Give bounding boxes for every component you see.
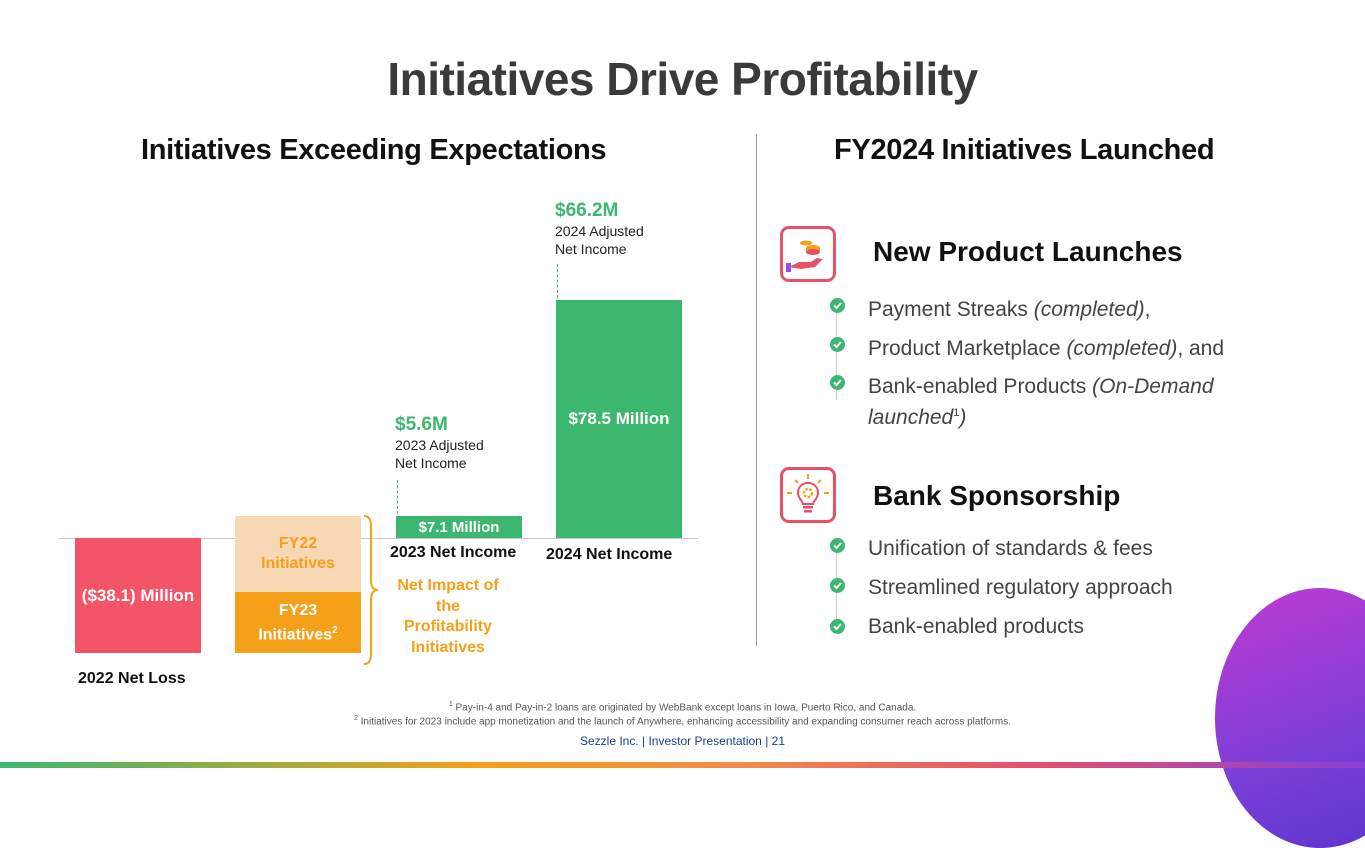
left-heading: Initiatives Exceeding Expectations <box>141 134 607 166</box>
check-icon <box>830 298 845 313</box>
check-icon <box>830 619 845 634</box>
decorative-corner <box>1215 588 1365 848</box>
list-item: Unification of standards & fees <box>868 537 1153 560</box>
callout-2024-leader <box>557 264 558 298</box>
list-item: Payment Streaks (completed), <box>868 298 1151 321</box>
list-item: Product Marketplace (completed), and <box>868 337 1225 360</box>
list-item: Bank-enabled products <box>868 615 1084 638</box>
bar-label-2024: $78.5 Million <box>568 409 670 429</box>
list-connector-1 <box>836 312 837 400</box>
check-icon <box>830 337 845 352</box>
category-label-2024: 2024 Net Income <box>546 546 673 563</box>
bracket-label: Net Impact of the Profitability Initiati… <box>397 577 499 656</box>
zero-baseline <box>58 538 698 539</box>
hand-coins-icon <box>780 226 836 282</box>
bar-label-fy23: FY23 Initiatives2 <box>258 601 338 643</box>
bar-2023-net-income: $7.1 Million <box>396 516 522 538</box>
bar-label-2022: ($38.1) Million <box>81 585 195 605</box>
footer: Sezzle Inc. | Investor Presentation | 21 <box>579 734 785 748</box>
bar-2022-net-loss: ($38.1) Million <box>75 538 201 654</box>
bar-label-2023: $7.1 Million <box>418 518 500 536</box>
category-label-2023: 2023 Net Income <box>390 544 517 561</box>
callout-2023-value: $5.6M <box>395 414 448 435</box>
bracket-brace <box>363 515 379 665</box>
section-title-new-product-launches: New Product Launches <box>873 236 1183 267</box>
column-divider <box>756 134 757 646</box>
bottom-gradient-stripe <box>0 762 1365 768</box>
check-icon <box>830 578 845 593</box>
list-item: Bank-enabled Products (On-Demand launched… <box>868 375 1214 429</box>
callout-2024-value: $66.2M <box>555 200 619 221</box>
callout-2023-line1: 2023 Adjusted <box>395 437 484 453</box>
callout-2024-line1: 2024 Adjusted <box>555 223 644 239</box>
page-title: Initiatives Drive Profitability <box>387 53 978 105</box>
callout-2024: $66.2M 2024 Adjusted Net Income <box>555 200 644 258</box>
lightbulb-gear-icon <box>780 467 836 523</box>
callout-2023-leader <box>397 480 398 514</box>
category-label-2022: 2022 Net Loss <box>78 670 186 687</box>
check-icon <box>830 375 845 390</box>
footnote-1: 1 Pay-in-4 and Pay-in-2 loans are origin… <box>448 701 917 714</box>
right-heading: FY2024 Initiatives Launched <box>834 134 1215 166</box>
bar-fy23-initiatives: FY23 Initiatives2 <box>235 592 361 654</box>
callout-2023: $5.6M 2023 Adjusted Net Income <box>395 414 484 472</box>
footnote-2: 2 Initiatives for 2023 include app monet… <box>353 715 1012 728</box>
callout-2024-line2: Net Income <box>555 241 627 257</box>
check-icon <box>830 538 845 553</box>
bar-label-fy22: FY22 Initiatives <box>261 535 335 573</box>
callout-2023-line2: Net Income <box>395 455 467 471</box>
bar-2024-net-income: $78.5 Million <box>556 300 682 538</box>
bar-fy22-initiatives: FY22 Initiatives <box>235 516 361 593</box>
list-item: Streamlined regulatory approach <box>868 576 1173 599</box>
section-title-bank-sponsorship: Bank Sponsorship <box>873 480 1121 511</box>
